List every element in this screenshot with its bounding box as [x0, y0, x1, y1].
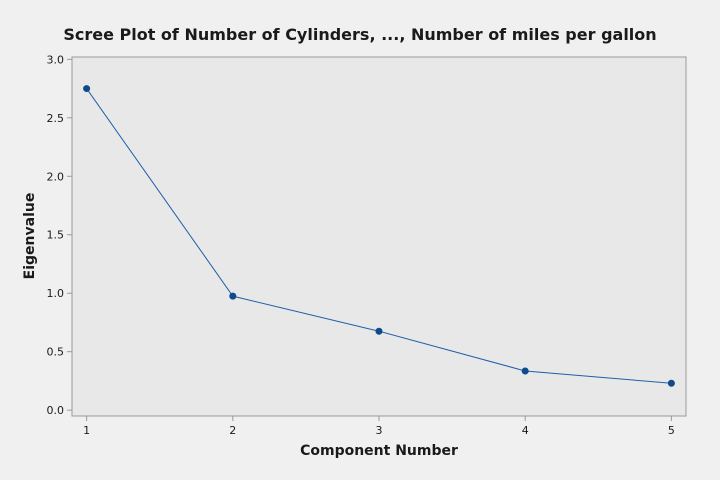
data-point [375, 327, 383, 335]
y-tick-label: 0.5 [47, 346, 65, 359]
x-tick-label: 5 [668, 424, 675, 437]
series-points [83, 85, 675, 387]
y-tick-label: 1.0 [47, 287, 65, 300]
data-point [229, 292, 237, 300]
data-point [667, 379, 675, 387]
x-tick-label: 4 [522, 424, 529, 437]
chart-title: Scree Plot of Number of Cylinders, ..., … [63, 25, 656, 44]
y-tick-label: 0.0 [47, 404, 65, 417]
y-tick-label: 2.5 [47, 112, 65, 125]
x-tick-label: 1 [83, 424, 90, 437]
data-point [521, 367, 529, 375]
y-axis: 0.0 0.5 1.0 1.5 2.0 2.5 3.0 [47, 53, 72, 417]
x-tick-label: 3 [376, 424, 383, 437]
y-tick-label: 3.0 [47, 53, 65, 66]
x-axis-label: Component Number [300, 443, 458, 459]
y-tick-label: 1.5 [47, 229, 65, 242]
data-point [83, 85, 91, 93]
plot-area [71, 56, 687, 417]
y-axis-label: Eigenvalue [22, 193, 38, 280]
y-tick-label: 2.0 [47, 170, 65, 183]
x-axis: 1 2 3 4 5 [83, 416, 675, 437]
x-tick-label: 2 [229, 424, 236, 437]
